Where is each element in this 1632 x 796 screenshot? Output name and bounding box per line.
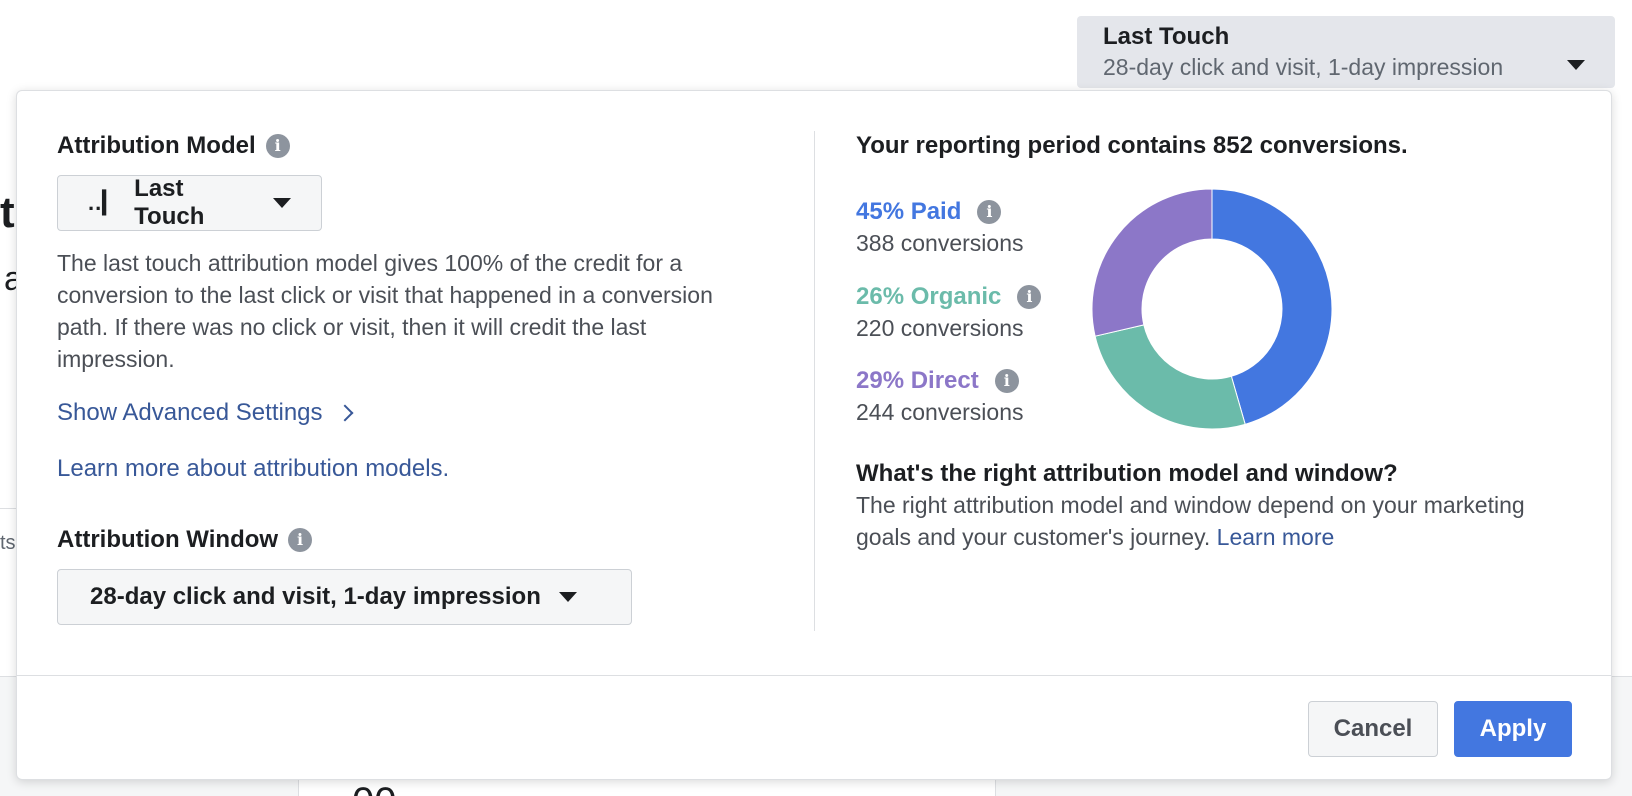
info-icon[interactable]: i	[1017, 285, 1042, 309]
last-touch-model-icon: ..▎	[88, 190, 121, 215]
right-model-question-title: What's the right attribution model and w…	[856, 460, 1398, 487]
caret-down-icon	[1567, 60, 1585, 70]
info-icon[interactable]: i	[994, 369, 1019, 393]
attribution-window-title: Attribution Window	[57, 526, 279, 553]
conversion-breakdown: 45% Paid i 388 conversions 26% Organic i…	[856, 189, 1576, 449]
right-model-question-body: The right attribution model and window d…	[856, 489, 1556, 553]
advanced-settings-label: Show Advanced Settings	[57, 399, 323, 426]
caret-down-icon	[273, 198, 291, 208]
legend-conversions: 388 conversions	[856, 230, 1024, 256]
attribution-window-select[interactable]: 28-day click and visit, 1-day impression	[57, 569, 632, 625]
attribution-model-title: Attribution Model	[57, 132, 256, 159]
info-icon[interactable]: i	[265, 134, 290, 158]
background-text-fragment: ts	[0, 532, 16, 554]
conversion-donut-chart	[1092, 189, 1332, 429]
attribution-window-value: 28-day click and visit, 1-day impression	[90, 583, 541, 610]
donut-slice-0	[1211, 189, 1332, 425]
background-text-fragment: 00	[352, 780, 397, 796]
chevron-right-icon	[336, 404, 354, 422]
cancel-button[interactable]: Cancel	[1308, 701, 1438, 757]
caret-down-icon	[558, 592, 577, 602]
trigger-title: Last Touch	[1103, 23, 1230, 50]
legend-label: 45% Paid	[856, 198, 962, 225]
legend-item-direct: 29% Direct i 244 conversions	[856, 366, 1024, 428]
show-advanced-settings-link[interactable]: Show Advanced Settings	[57, 399, 777, 427]
attribution-model-heading: Attribution Model i	[57, 131, 777, 161]
legend-label: 29% Direct	[856, 367, 979, 394]
donut-slice-1	[1094, 324, 1246, 429]
attribution-window-heading: Attribution Window i	[57, 525, 777, 555]
legend-conversions: 220 conversions	[856, 315, 1024, 341]
legend-item-organic: 26% Organic i 220 conversions	[856, 282, 1042, 344]
question-body-text: The right attribution model and window d…	[856, 492, 1525, 550]
apply-button[interactable]: Apply	[1454, 701, 1572, 757]
donut-slice-2	[1092, 189, 1213, 337]
attribution-model-description: The last touch attribution model gives 1…	[57, 250, 713, 372]
trigger-subtitle: 28-day click and visit, 1-day impression	[1103, 54, 1504, 80]
footer-divider	[17, 675, 1611, 676]
attribution-model-value: Last Touch	[134, 175, 205, 230]
learn-more-models-link-row: Learn more about attribution models.	[57, 455, 777, 483]
settings-column: Attribution Model i ..▎ Last Touch The l…	[57, 131, 777, 625]
learn-more-link[interactable]: Learn more	[1216, 524, 1335, 550]
learn-more-models-link[interactable]: Learn more about attribution models.	[57, 455, 450, 482]
legend-label: 26% Organic	[856, 283, 1002, 310]
legend-item-paid: 45% Paid i 388 conversions	[856, 197, 1024, 259]
info-icon[interactable]: i	[977, 200, 1002, 224]
legend-conversions: 244 conversions	[856, 399, 1024, 425]
attribution-settings-popover: Attribution Model i ..▎ Last Touch The l…	[16, 90, 1612, 780]
attribution-dropdown-trigger[interactable]: Last Touch 28-day click and visit, 1-day…	[1077, 16, 1615, 88]
background-text-fragment: t	[0, 188, 15, 237]
info-icon[interactable]: i	[288, 528, 313, 552]
report-column: Your reporting period contains 852 conve…	[856, 131, 1576, 553]
report-summary-title: Your reporting period contains 852 conve…	[856, 132, 1408, 159]
column-divider	[814, 131, 815, 631]
background-divider	[0, 508, 16, 509]
attribution-model-select[interactable]: ..▎ Last Touch	[57, 175, 322, 231]
